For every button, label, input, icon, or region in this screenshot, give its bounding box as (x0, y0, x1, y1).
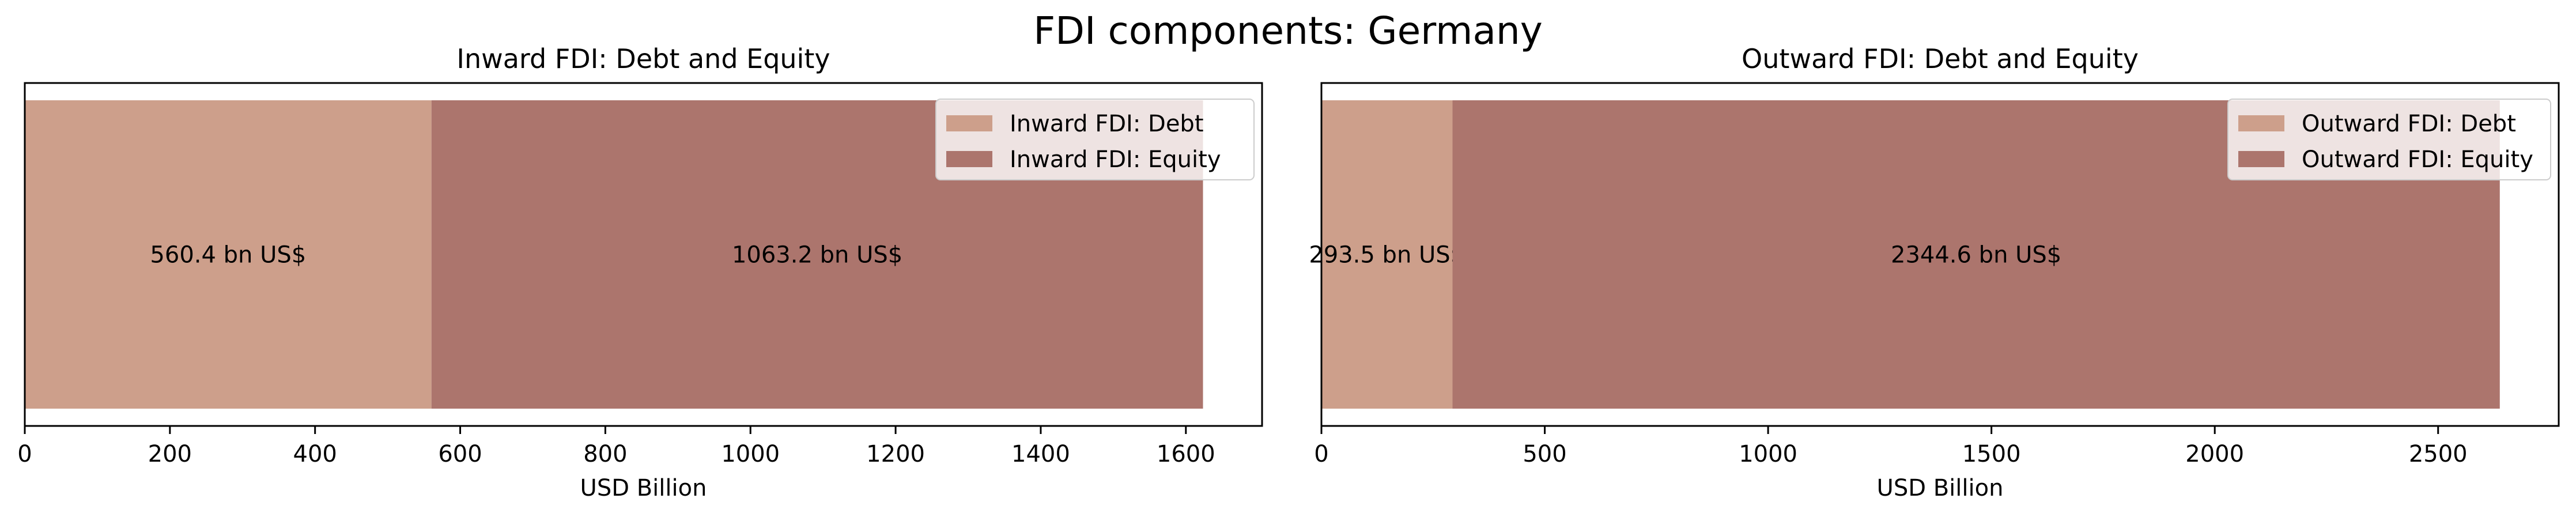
x-tick-label: 1000 (721, 441, 780, 467)
legend-swatch-inward-fdi-debt (946, 115, 992, 131)
legend-box (2227, 99, 2551, 180)
x-tick-label: 1000 (1739, 441, 1797, 467)
axes-frame (24, 82, 1263, 427)
bar-value-label: 1063.2 bn US$ (732, 242, 902, 269)
x-tick-label: 1400 (1011, 441, 1070, 467)
legend-entry-outward-fdi-equity: Outward FDI: Equity (2302, 146, 2533, 173)
bar-value-label: 2344.6 bn US$ (1891, 242, 2061, 269)
figure-title: FDI components: Germany (1033, 9, 1543, 53)
x-axis-label: USD Billion (1877, 475, 2004, 501)
x-tick-label: 2500 (2409, 441, 2468, 467)
x-tick-label: 1500 (1962, 441, 2021, 467)
axes-frame (1320, 82, 2560, 427)
bar-segment-outward-fdi-debt (1321, 100, 1453, 409)
x-tick-label: 0 (17, 441, 32, 467)
bar-value-label: 560.4 bn US$ (150, 242, 306, 269)
legend-entry-inward-fdi-debt: Inward FDI: Debt (1010, 111, 1204, 137)
legend-swatch-inward-fdi-equity (946, 151, 992, 167)
bar-segment-inward-fdi-debt (25, 100, 432, 409)
x-tick-label: 600 (438, 441, 482, 467)
x-tick-label: 1600 (1157, 441, 1215, 467)
x-tick-label: 2000 (2185, 441, 2244, 467)
x-axis-label: USD Billion (580, 475, 707, 501)
legend-entry-outward-fdi-debt: Outward FDI: Debt (2302, 111, 2516, 137)
legend-swatch-outward-fdi-debt (2238, 115, 2284, 131)
x-tick-label: 0 (1314, 441, 1328, 467)
legend-swatch-outward-fdi-equity (2238, 151, 2284, 167)
panel-title: Outward FDI: Debt and Equity (1742, 43, 2139, 74)
x-tick-label: 400 (293, 441, 337, 467)
x-tick-label: 1200 (866, 441, 925, 467)
x-tick-label: 800 (583, 441, 627, 467)
panel-title: Inward FDI: Debt and Equity (456, 43, 830, 74)
x-tick-label: 500 (1523, 441, 1566, 467)
bar-value-label: 293.5 bn US$ (1309, 242, 1465, 269)
legend-entry-inward-fdi-equity: Inward FDI: Equity (1010, 146, 1221, 173)
x-tick-label: 200 (148, 441, 192, 467)
legend-box (935, 99, 1255, 180)
